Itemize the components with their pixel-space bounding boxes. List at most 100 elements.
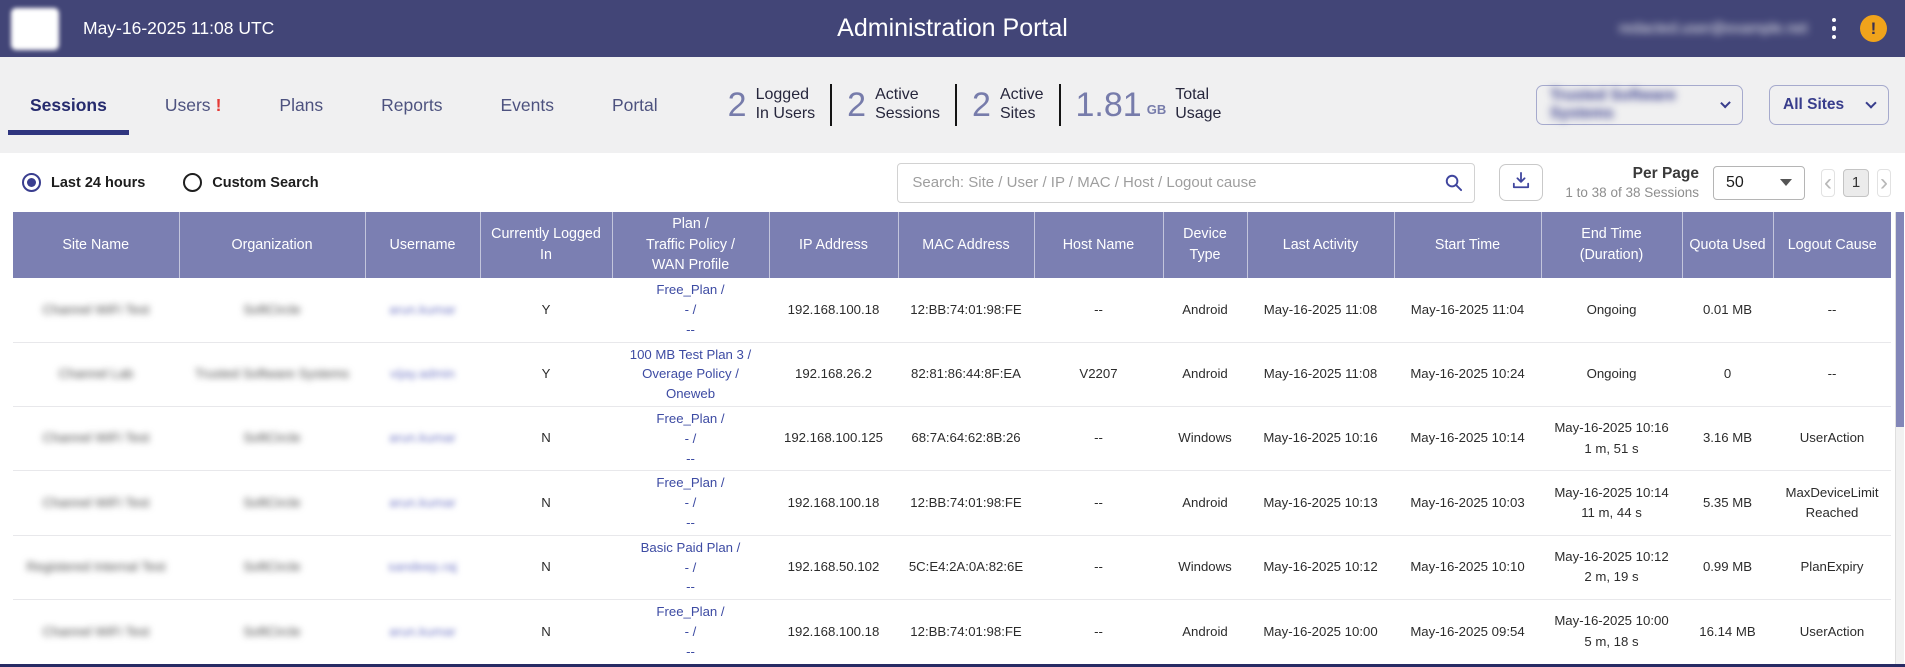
cell-logged_in: N bbox=[480, 406, 612, 470]
app-logo bbox=[11, 8, 59, 50]
table-row: Channel WiFi TestSoftCirclearun.kumarNFr… bbox=[13, 471, 1891, 535]
per-page-label: Per Page bbox=[1565, 164, 1699, 184]
cell-mac: 12:BB:74:01:98:FE bbox=[898, 471, 1034, 535]
cell-start_time: May-16-2025 10:03 bbox=[1394, 471, 1541, 535]
stat-divider bbox=[1059, 84, 1061, 126]
download-button[interactable] bbox=[1499, 164, 1543, 201]
cell-org_blurred: SoftCircle bbox=[179, 278, 365, 342]
sessions-table-wrap: Site NameOrganizationUsernameCurrently L… bbox=[0, 212, 1905, 667]
table-row: Channel WiFi TestSoftCirclearun.kumarNFr… bbox=[13, 406, 1891, 470]
tab-events[interactable]: Events bbox=[500, 95, 554, 116]
cell-user_blurred[interactable]: arun.kumar bbox=[365, 471, 480, 535]
cell-user_blurred[interactable]: arun.kumar bbox=[365, 406, 480, 470]
cell-start_time: May-16-2025 10:14 bbox=[1394, 406, 1541, 470]
column-header-user_blurred: Username bbox=[365, 212, 480, 278]
cell-logged_in: Y bbox=[480, 342, 612, 406]
cell-plan[interactable]: Free_Plan / - / -- bbox=[612, 600, 769, 664]
cell-site_blurred: Channel WiFi Test bbox=[13, 471, 179, 535]
chevron-down-icon bbox=[1720, 98, 1731, 109]
cell-device: Android bbox=[1163, 471, 1247, 535]
cell-org_blurred: SoftCircle bbox=[179, 471, 365, 535]
stat-divider bbox=[830, 84, 832, 126]
cell-logout_cause: PlanExpiry bbox=[1773, 535, 1891, 599]
sites-selector-dropdown[interactable]: All Sites bbox=[1769, 85, 1889, 125]
cell-last_activity: May-16-2025 11:08 bbox=[1247, 278, 1394, 342]
cell-start_time: May-16-2025 10:10 bbox=[1394, 535, 1541, 599]
tab-strip: Sessions Users! Plans Reports Events Por… bbox=[0, 57, 1905, 153]
column-header-last_activity: Last Activity bbox=[1247, 212, 1394, 278]
cell-mac: 68:7A:64:62:8B:26 bbox=[898, 406, 1034, 470]
summary-stats: 2 Logged In Users 2 Active Sessions 2 Ac… bbox=[728, 84, 1222, 126]
cell-site_blurred: Channel Lab bbox=[13, 342, 179, 406]
cell-device: Android bbox=[1163, 342, 1247, 406]
cell-host: -- bbox=[1034, 535, 1163, 599]
cell-user_blurred[interactable]: arun.kumar bbox=[365, 278, 480, 342]
triangle-down-icon bbox=[1780, 179, 1792, 186]
table-body: Channel WiFi TestSoftCirclearun.kumarYFr… bbox=[13, 278, 1891, 667]
cell-plan[interactable]: Basic Paid Plan / - / -- bbox=[612, 535, 769, 599]
search-input[interactable] bbox=[897, 163, 1475, 203]
cell-user_blurred[interactable]: vijay.admin bbox=[365, 342, 480, 406]
cell-site_blurred: Registered Internal Test bbox=[13, 535, 179, 599]
account-email[interactable]: redacted.user@example.net bbox=[1619, 20, 1808, 37]
cell-logout_cause: UserAction bbox=[1773, 600, 1891, 664]
cell-logged_in: N bbox=[480, 600, 612, 664]
cell-end_time: May-16-2025 10:00 5 m, 18 s bbox=[1541, 600, 1682, 664]
column-header-end_time: End Time (Duration) bbox=[1541, 212, 1682, 278]
search-icon[interactable] bbox=[1444, 173, 1463, 197]
cell-last_activity: May-16-2025 10:13 bbox=[1247, 471, 1394, 535]
cell-user_blurred[interactable]: arun.kumar bbox=[365, 600, 480, 664]
cell-mac: 12:BB:74:01:98:FE bbox=[898, 600, 1034, 664]
cell-plan[interactable]: 100 MB Test Plan 3 / Overage Policy / On… bbox=[612, 342, 769, 406]
cell-host: -- bbox=[1034, 471, 1163, 535]
tab-users[interactable]: Users! bbox=[165, 95, 222, 116]
column-header-mac: MAC Address bbox=[898, 212, 1034, 278]
cell-device: Android bbox=[1163, 278, 1247, 342]
column-header-ip: IP Address bbox=[769, 212, 898, 278]
cell-logged_in: Y bbox=[480, 278, 612, 342]
tab-sessions[interactable]: Sessions bbox=[30, 95, 107, 116]
column-header-quota_used: Quota Used bbox=[1682, 212, 1773, 278]
cell-site_blurred: Channel WiFi Test bbox=[13, 406, 179, 470]
vertical-scrollbar[interactable] bbox=[1895, 212, 1904, 664]
column-header-logout_cause: Logout Cause bbox=[1773, 212, 1891, 278]
cell-start_time: May-16-2025 11:04 bbox=[1394, 278, 1541, 342]
tab-reports[interactable]: Reports bbox=[381, 95, 442, 116]
cell-logout_cause: -- bbox=[1773, 342, 1891, 406]
kebab-menu-icon[interactable] bbox=[1826, 14, 1843, 44]
radio-last-24-hours[interactable]: Last 24 hours bbox=[22, 173, 145, 192]
scrollbar-thumb[interactable] bbox=[1896, 212, 1904, 427]
column-header-device: Device Type bbox=[1163, 212, 1247, 278]
main-tabs: Sessions Users! Plans Reports Events Por… bbox=[0, 95, 658, 116]
page-number-button[interactable]: 1 bbox=[1843, 169, 1869, 197]
prev-page-button[interactable]: ‹ bbox=[1821, 169, 1835, 197]
cell-ip: 192.168.100.125 bbox=[769, 406, 898, 470]
column-header-logged_in: Currently Logged In bbox=[480, 212, 612, 278]
column-header-start_time: Start Time bbox=[1394, 212, 1541, 278]
column-header-site_blurred: Site Name bbox=[13, 212, 179, 278]
range-text: 1 to 38 of 38 Sessions bbox=[1565, 184, 1699, 202]
cell-last_activity: May-16-2025 11:08 bbox=[1247, 342, 1394, 406]
cell-last_activity: May-16-2025 10:00 bbox=[1247, 600, 1394, 664]
cell-mac: 5C:E4:2A:0A:82:6E bbox=[898, 535, 1034, 599]
cell-logged_in: N bbox=[480, 471, 612, 535]
cell-plan[interactable]: Free_Plan / - / -- bbox=[612, 471, 769, 535]
tab-portal[interactable]: Portal bbox=[612, 95, 658, 116]
cell-quota_used: 5.35 MB bbox=[1682, 471, 1773, 535]
cell-org_blurred: SoftCircle bbox=[179, 600, 365, 664]
tab-plans[interactable]: Plans bbox=[279, 95, 323, 116]
alert-badge-icon[interactable]: ! bbox=[1860, 15, 1887, 42]
radio-custom-search[interactable]: Custom Search bbox=[183, 173, 318, 192]
cell-ip: 192.168.100.18 bbox=[769, 471, 898, 535]
per-page-select[interactable]: 50 bbox=[1713, 166, 1805, 200]
cell-plan[interactable]: Free_Plan / - / -- bbox=[612, 278, 769, 342]
next-page-button[interactable]: › bbox=[1877, 169, 1891, 197]
stat-active-sessions: 2 Active Sessions bbox=[847, 86, 940, 125]
column-header-plan: Plan / Traffic Policy / WAN Profile bbox=[612, 212, 769, 278]
cell-quota_used: 0.99 MB bbox=[1682, 535, 1773, 599]
organization-selector-dropdown[interactable]: Trusted Software Systems bbox=[1536, 85, 1743, 125]
cell-plan[interactable]: Free_Plan / - / -- bbox=[612, 406, 769, 470]
cell-user_blurred[interactable]: sandeep.raj bbox=[365, 535, 480, 599]
table-row: Channel LabTrusted Software Systemsvijay… bbox=[13, 342, 1891, 406]
cell-device: Windows bbox=[1163, 535, 1247, 599]
